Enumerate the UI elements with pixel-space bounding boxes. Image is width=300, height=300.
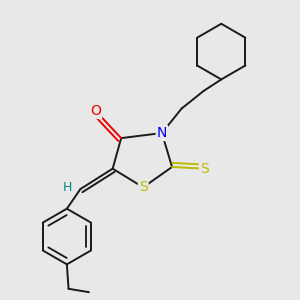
Text: H: H: [63, 181, 72, 194]
Text: O: O: [90, 104, 101, 118]
Text: N: N: [157, 126, 167, 140]
Text: S: S: [139, 180, 148, 194]
Text: S: S: [200, 162, 209, 176]
